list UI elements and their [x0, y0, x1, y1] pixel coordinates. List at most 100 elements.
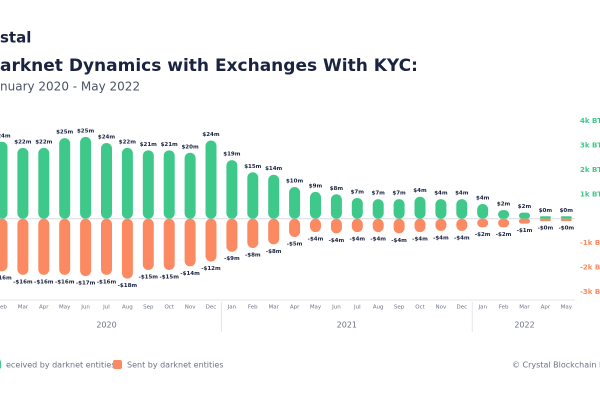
bar [163, 218, 175, 271]
year-label: 2022 [514, 321, 534, 330]
value-label: -$4m [391, 238, 407, 244]
x-tick-label: Feb [499, 305, 509, 311]
bar [435, 199, 447, 219]
bar [247, 172, 259, 219]
bar [456, 218, 468, 231]
x-tick-label: Jun [331, 305, 341, 311]
value-label: -$16m [34, 279, 54, 285]
y-tick-label: 3k BTC [580, 141, 600, 149]
y-tick-label: -2k BTC [580, 264, 600, 272]
bar [560, 218, 572, 222]
bar [38, 147, 50, 219]
bar [477, 218, 489, 228]
y-tick-label: -3k BTC [580, 288, 600, 296]
x-tick-label: Jan [227, 305, 237, 311]
bar [456, 199, 468, 219]
x-tick-label: Dec [206, 305, 217, 311]
bar [268, 174, 280, 219]
value-label: -$4m [370, 237, 386, 243]
value-label: -$15m [139, 275, 159, 281]
value-label: $24m [202, 132, 219, 138]
value-label: -$16m [97, 279, 117, 285]
value-label: -$16m [55, 279, 75, 285]
value-label: $10m [286, 178, 303, 184]
value-label: -$2m [496, 232, 512, 238]
y-tick-label: -1k BTC [580, 239, 600, 247]
value-label: -$5m [287, 242, 303, 248]
bar [142, 218, 154, 271]
x-tick-label: May [310, 305, 322, 311]
x-tick-label: Aug [373, 305, 384, 311]
value-label: -$16m [0, 276, 12, 282]
bar [414, 218, 426, 233]
value-label: -$12m [201, 266, 221, 272]
value-label: $24m [98, 134, 115, 140]
bar [121, 147, 133, 219]
bar [226, 160, 238, 219]
bar [289, 218, 301, 238]
x-tick-label: Dec [456, 305, 467, 311]
bar [498, 218, 510, 228]
x-tick-label: Sep [394, 305, 405, 311]
value-label: $7m [372, 191, 386, 197]
x-tick-label: Jan [477, 305, 487, 311]
bar [0, 218, 8, 272]
bar [38, 218, 50, 275]
bar [477, 204, 489, 219]
value-label: $4m [413, 188, 427, 194]
brand: stal [0, 29, 31, 47]
x-tick-label: May [561, 305, 573, 311]
bar [184, 218, 196, 267]
x-tick-label: Apr [541, 305, 551, 311]
x-tick-label: May [59, 305, 71, 311]
value-label: $21m [161, 142, 178, 148]
value-label: -$16m [13, 279, 33, 285]
x-tick-label: Jul [353, 305, 361, 311]
value-label: -$4m [454, 235, 470, 241]
value-label: -$4m [412, 237, 428, 243]
chart-title: arknet Dynamics with Exchanges With KYC: [0, 56, 418, 76]
y-tick-label: 1k BTC [580, 190, 600, 198]
y-tick-label: 4k BTC [580, 117, 600, 125]
year-label: 2020 [96, 321, 116, 330]
value-label: $2m [518, 204, 532, 210]
value-label: $22m [35, 139, 52, 145]
bar [205, 140, 217, 219]
value-label: $7m [351, 189, 365, 195]
bar [59, 218, 71, 275]
bar [393, 218, 405, 234]
value-label: -$8m [266, 249, 282, 255]
x-tick-label: Mar [18, 305, 29, 311]
value-label: $22m [14, 139, 31, 145]
value-label: -$15m [159, 275, 179, 281]
value-label: $4m [455, 191, 469, 197]
legend-swatch [113, 360, 122, 369]
bar [101, 218, 112, 275]
copyright: © Crystal Blockchain B.V [512, 361, 600, 370]
bar [539, 216, 551, 219]
value-label: -$0m [538, 226, 554, 232]
x-tick-label: Jun [80, 305, 90, 311]
bar [330, 218, 342, 234]
bar [247, 218, 259, 249]
value-label: $24m [0, 133, 11, 139]
x-tick-label: Mar [519, 305, 530, 311]
bar [184, 152, 196, 219]
year-label: 2021 [337, 321, 357, 330]
value-label: $4m [476, 196, 490, 202]
value-label: -$1m [517, 228, 533, 234]
value-label: $9m [309, 183, 323, 189]
bar [519, 212, 530, 219]
bar [330, 194, 342, 219]
bar [163, 150, 175, 219]
bar [310, 218, 321, 233]
x-tick-label: Aug [122, 305, 133, 311]
value-label: -$9m [224, 256, 240, 262]
bar [289, 186, 301, 219]
value-label: $8m [330, 186, 344, 192]
value-label: $14m [265, 166, 282, 172]
legend-label: eceived by darknet entities [6, 361, 115, 370]
chart-subtitle: nuary 2020 - May 2022 [0, 80, 140, 94]
bar [498, 210, 510, 219]
x-tick-label: Mar [269, 305, 280, 311]
